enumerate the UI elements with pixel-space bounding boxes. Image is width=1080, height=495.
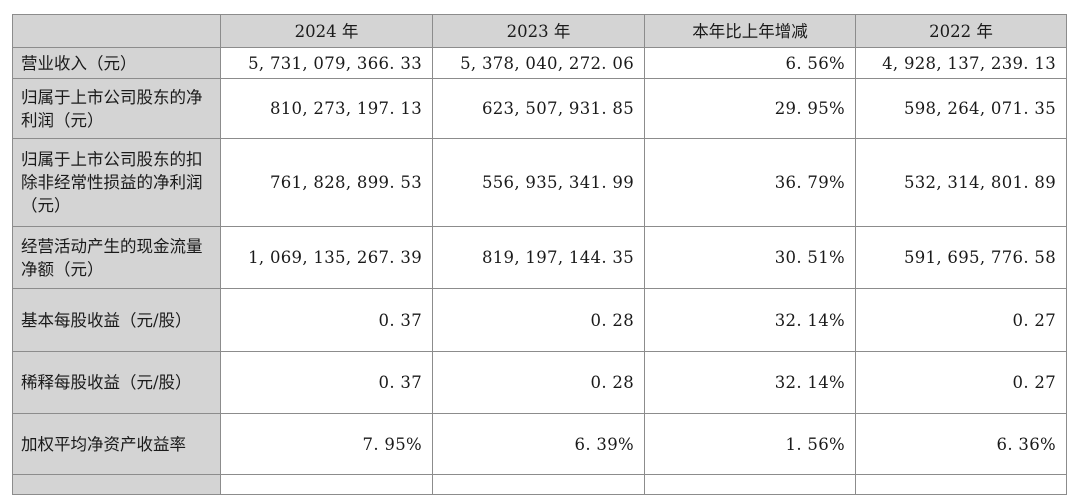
header-corner: [12, 14, 221, 48]
row-label: 归属于上市公司股东的扣除非经常性损益的净利润（元）: [12, 138, 221, 227]
cell-2024: 761, 828, 899. 53: [220, 138, 433, 227]
row-label: 加权平均净资产收益率: [12, 413, 221, 475]
cell-partial: [644, 474, 856, 495]
header-2023: 2023 年: [432, 14, 645, 48]
row-label: 归属于上市公司股东的净利润（元）: [12, 78, 221, 139]
row-label-partial: [12, 474, 221, 495]
cell-partial: [855, 474, 1067, 495]
cell-change: 32. 14%: [644, 288, 856, 352]
cell-2024: 1, 069, 135, 267. 39: [220, 226, 433, 289]
cell-2023: 6. 39%: [432, 413, 645, 475]
cell-2022: 591, 695, 776. 58: [855, 226, 1067, 289]
table-row: 加权平均净资产收益率 7. 95% 6. 39% 1. 56% 6. 36%: [12, 413, 1067, 475]
cell-partial: [220, 474, 433, 495]
cell-change: 6. 56%: [644, 47, 856, 79]
cell-change: 29. 95%: [644, 78, 856, 139]
cell-2023: 0. 28: [432, 351, 645, 414]
cell-change: 32. 14%: [644, 351, 856, 414]
table-row: 归属于上市公司股东的净利润（元） 810, 273, 197. 13 623, …: [12, 78, 1067, 139]
table-row: 经营活动产生的现金流量净额（元） 1, 069, 135, 267. 39 81…: [12, 226, 1067, 289]
cell-partial: [432, 474, 645, 495]
cell-2022: 532, 314, 801. 89: [855, 138, 1067, 227]
cell-2024: 0. 37: [220, 288, 433, 352]
cell-2022: 6. 36%: [855, 413, 1067, 475]
table-header-row: 2024 年 2023 年 本年比上年增减 2022 年: [12, 14, 1067, 48]
cell-2022: 0. 27: [855, 351, 1067, 414]
cell-2022: 4, 928, 137, 239. 13: [855, 47, 1067, 79]
financial-table-container: 2024 年 2023 年 本年比上年增减 2022 年 营业收入（元） 5, …: [12, 14, 1067, 495]
cell-2023: 0. 28: [432, 288, 645, 352]
row-label: 营业收入（元）: [12, 47, 221, 79]
table-row: 基本每股收益（元/股） 0. 37 0. 28 32. 14% 0. 27: [12, 288, 1067, 352]
financial-summary-table: 2024 年 2023 年 本年比上年增减 2022 年 营业收入（元） 5, …: [12, 14, 1067, 495]
cell-2023: 623, 507, 931. 85: [432, 78, 645, 139]
header-change: 本年比上年增减: [644, 14, 856, 48]
row-label: 基本每股收益（元/股）: [12, 288, 221, 352]
cell-2024: 0. 37: [220, 351, 433, 414]
header-2024: 2024 年: [220, 14, 433, 48]
cell-2024: 7. 95%: [220, 413, 433, 475]
cell-change: 30. 51%: [644, 226, 856, 289]
cell-2024: 5, 731, 079, 366. 33: [220, 47, 433, 79]
row-label: 稀释每股收益（元/股）: [12, 351, 221, 414]
cell-2023: 819, 197, 144. 35: [432, 226, 645, 289]
cell-2023: 5, 378, 040, 272. 06: [432, 47, 645, 79]
cell-change: 36. 79%: [644, 138, 856, 227]
header-2022: 2022 年: [855, 14, 1067, 48]
row-label: 经营活动产生的现金流量净额（元）: [12, 226, 221, 289]
cell-2022: 598, 264, 071. 35: [855, 78, 1067, 139]
cell-2024: 810, 273, 197. 13: [220, 78, 433, 139]
cell-change: 1. 56%: [644, 413, 856, 475]
cell-2023: 556, 935, 341. 99: [432, 138, 645, 227]
cell-2022: 0. 27: [855, 288, 1067, 352]
table-row-partial: [12, 474, 1067, 495]
table-row: 营业收入（元） 5, 731, 079, 366. 33 5, 378, 040…: [12, 47, 1067, 79]
table-row: 稀释每股收益（元/股） 0. 37 0. 28 32. 14% 0. 27: [12, 351, 1067, 414]
table-row: 归属于上市公司股东的扣除非经常性损益的净利润（元） 761, 828, 899.…: [12, 138, 1067, 227]
